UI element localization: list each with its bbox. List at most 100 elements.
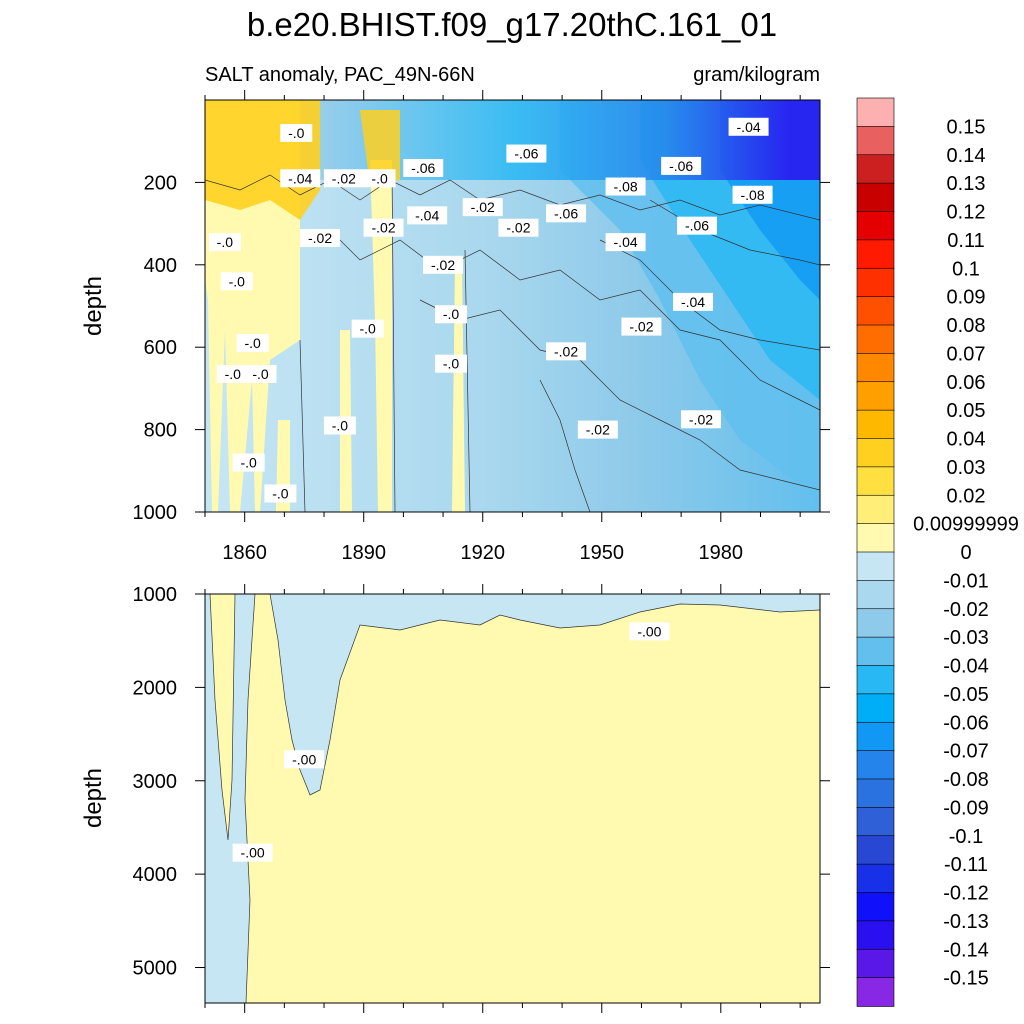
contour-label-text: -.0 [272,485,289,501]
contour-line [244,594,256,1003]
contour-label-box [732,185,773,204]
y-tick-label: 3000 [133,771,178,793]
colorbar-label: -0.12 [943,883,989,905]
y-tick-label: 1000 [133,502,178,524]
contour-label-box [661,156,702,175]
contour-label-box [728,117,769,136]
lower-plot-frame [204,593,821,1004]
colorbar-swatch [856,920,895,951]
contour-label-text: -.02 [308,230,332,246]
contour-label: -.02 [680,410,721,429]
colorbar-swatch [856,863,895,894]
colorbar-label: 0.1 [952,258,980,280]
contour-label: -.06 [546,204,587,223]
y-tick-label: 4000 [133,864,178,886]
contour-label-box [363,169,396,188]
subtitle-right: gram/kilogram [693,64,820,86]
colorbar-label: -0.02 [943,599,989,621]
colorbar-label: 0.11 [947,230,984,252]
contour-label-text: -.0 [443,306,460,322]
contour-label-box [498,218,539,237]
contour-label: -.0 [363,169,396,188]
colorbar-swatch [856,126,895,156]
colorbar-swatch [856,154,895,184]
contour-label: -.00 [284,750,325,769]
upper-plot-frame [204,99,821,513]
x-tick-label: 1950 [580,542,625,564]
colorbar-label: 0.07 [947,343,986,365]
colorbar-swatch [856,466,895,497]
contour-label-box [629,622,670,641]
colorbar-label: 0 [960,542,971,564]
contour-label-text: -.0 [443,356,460,372]
contour-label-text: -.06 [411,160,435,176]
contour-label: -.06 [403,158,444,177]
contour-label: -.0 [280,123,313,142]
contour-label: -.08 [605,177,646,196]
contour-label: -.0 [351,319,384,338]
contour-label: -.00 [629,622,670,641]
colorbar-swatch [856,182,895,213]
contour-label: -.0 [208,233,241,252]
contour-label-box [546,204,587,223]
colorbar-label: 0.15 [947,116,986,138]
colorbar-swatch [856,835,895,865]
contour-label: -.06 [661,156,702,175]
colorbar-label: -0.11 [944,854,988,876]
contour-label: -.04 [407,206,448,225]
x-tick-label: 1890 [341,542,386,564]
colorbar-swatch [856,523,895,553]
contour-label-box [220,272,253,291]
colorbar-swatch [856,494,895,525]
upper-yellow-top [205,100,320,220]
contour-label: -.02 [498,218,539,237]
contour-label-box [605,177,646,196]
contour-label-box [232,843,273,862]
contour-label-text: -.0 [244,335,261,351]
colorbar-label: -0.09 [943,797,989,819]
contour-line [599,239,820,351]
contour-label-box [577,420,618,439]
upper-axes: 1860 1890 1920 1950 1980 200 400 600 800 1000 [133,90,830,564]
y-tick-label: 1000 [133,584,178,606]
contour-label-box [506,144,547,163]
colorbar-swatch [856,807,895,837]
colorbar-swatch [856,665,895,695]
colorbar-label: 0.03 [947,457,986,479]
contour-line [299,229,820,411]
contour-label-box [323,169,364,188]
lower-panel: -.00 -.00 -.00 1000 2000 3000 4000 5000 depth [80,584,830,1013]
contour-label: -.02 [300,229,341,248]
contour-label-box [216,364,249,383]
colorbar: 0.15 0.14 0.13 0.12 0.11 0.1 0.09 0.08 0.07 0.06 0… [856,97,1019,1007]
contour-label-text: -.04 [614,234,638,250]
contour-label-text: -.04 [288,170,312,186]
colorbar-label: 0.13 [947,173,986,195]
colorbar-swatch [856,551,895,582]
lower-plot-fill [205,594,820,1003]
contour-label-box [363,218,404,237]
colorbar-label: 0.12 [947,202,986,224]
y-tick-label: 600 [144,337,177,359]
contour-label: -.0 [216,364,249,383]
lower-contour-labels: -.00 -.00 -.00 [232,622,670,862]
contour-label: -.02 [462,198,503,217]
y-tick-label: 400 [144,255,177,277]
contour-label: -.04 [673,292,714,311]
contour-label-box [403,158,444,177]
contour-label-box [680,410,721,429]
contour-label: -.0 [232,453,265,472]
contour-line [209,594,236,841]
contour-label-box [677,216,717,235]
colorbar-swatch [856,239,895,270]
colorbar-label: -0.03 [943,627,989,649]
contour-label-text: -.02 [371,220,395,236]
contour-label-box [351,319,384,338]
contour-label-text: -.02 [689,411,713,427]
lower-ylabel: depth [80,768,107,828]
colorbar-swatch [856,693,895,724]
y-tick-label: 5000 [133,958,178,980]
contour-label-box [462,198,503,217]
contour-label-text: -.02 [431,257,455,273]
contour-label: -.04 [280,169,321,188]
